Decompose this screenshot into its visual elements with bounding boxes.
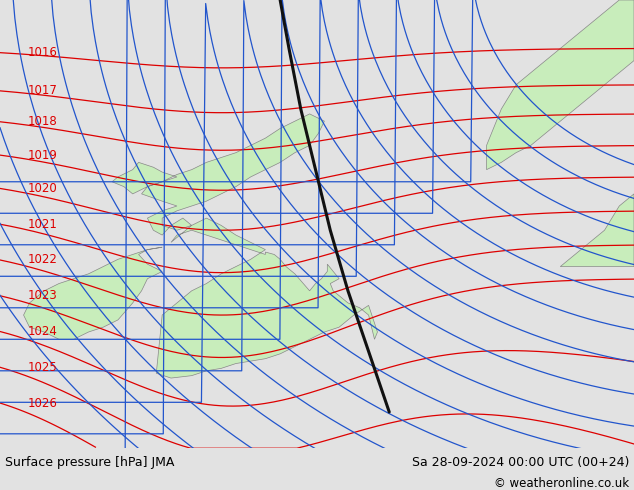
Polygon shape bbox=[112, 114, 377, 378]
Text: 1025: 1025 bbox=[27, 361, 57, 374]
Text: 1026: 1026 bbox=[27, 396, 57, 410]
Text: © weatheronline.co.uk: © weatheronline.co.uk bbox=[494, 477, 629, 490]
Text: 1020: 1020 bbox=[27, 182, 57, 195]
Polygon shape bbox=[23, 247, 162, 339]
Text: Sa 28-09-2024 00:00 UTC (00+24): Sa 28-09-2024 00:00 UTC (00+24) bbox=[411, 456, 629, 469]
Text: 1019: 1019 bbox=[27, 148, 57, 162]
Text: 1016: 1016 bbox=[27, 46, 57, 59]
Text: Surface pressure [hPa] JMA: Surface pressure [hPa] JMA bbox=[5, 456, 174, 469]
Polygon shape bbox=[560, 194, 634, 267]
Text: 1017: 1017 bbox=[27, 84, 57, 98]
Text: 1024: 1024 bbox=[27, 325, 57, 338]
Text: 1018: 1018 bbox=[27, 115, 57, 128]
Text: 1021: 1021 bbox=[27, 218, 57, 231]
Polygon shape bbox=[486, 0, 634, 170]
Text: 1023: 1023 bbox=[27, 289, 57, 302]
Text: 1022: 1022 bbox=[27, 253, 57, 267]
